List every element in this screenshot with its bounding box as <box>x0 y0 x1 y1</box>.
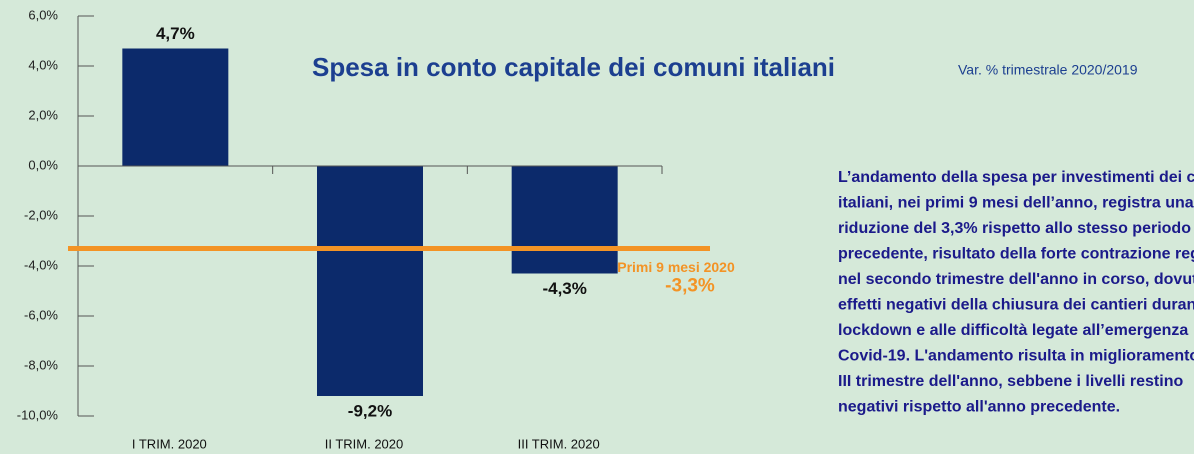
y-tick-label: -6,0% <box>24 307 58 322</box>
note-line: Covid-19. L'andamento risulta in miglior… <box>838 348 1194 365</box>
note-line: L’andamento della spesa per investimenti… <box>838 169 1194 186</box>
note-line: precedente, risultato della forte contra… <box>838 246 1194 263</box>
bar <box>317 166 423 396</box>
reference-value-label: -3,3% <box>665 276 715 297</box>
y-tick-label: 4,0% <box>28 57 58 72</box>
note-line: riduzione del 3,3% rispetto allo stesso … <box>838 220 1194 237</box>
x-tick-label: I TRIM. 2020 <box>132 436 207 451</box>
value-label: 4,7% <box>156 24 195 43</box>
bar <box>122 48 229 166</box>
y-tick-label: -2,0% <box>24 207 58 222</box>
value-label: -9,2% <box>348 401 392 420</box>
bar <box>511 166 618 274</box>
x-tick-label: III TRIM. 2020 <box>518 436 600 451</box>
value-label: -4,3% <box>542 279 586 298</box>
note-line: lockdown e alle difficoltà legate all’em… <box>838 322 1188 339</box>
note-line: negativi rispetto all'anno precedente. <box>838 399 1120 416</box>
note-line: effetti negativi della chiusura dei cant… <box>838 297 1194 314</box>
note-line: III trimestre dell'anno, sebbene i livel… <box>838 373 1183 390</box>
x-tick-label: II TRIM. 2020 <box>325 436 404 451</box>
y-tick-label: -8,0% <box>24 357 58 372</box>
y-tick-label: -10,0% <box>17 407 59 422</box>
y-tick-label: 0,0% <box>28 157 58 172</box>
reference-label: Primi 9 mesi 2020 <box>617 259 735 275</box>
note-line: italiani, nei primi 9 mesi dell’anno, re… <box>838 195 1194 212</box>
y-tick-label: 6,0% <box>28 7 58 22</box>
note-line: nel secondo trimestre dell'anno in corso… <box>838 271 1194 288</box>
chart-title: Spesa in conto capitale dei comuni itali… <box>312 52 835 82</box>
chart-subtitle: Var. % trimestrale 2020/2019 <box>958 62 1138 78</box>
y-tick-label: -4,0% <box>24 257 58 272</box>
y-tick-label: 2,0% <box>28 107 58 122</box>
